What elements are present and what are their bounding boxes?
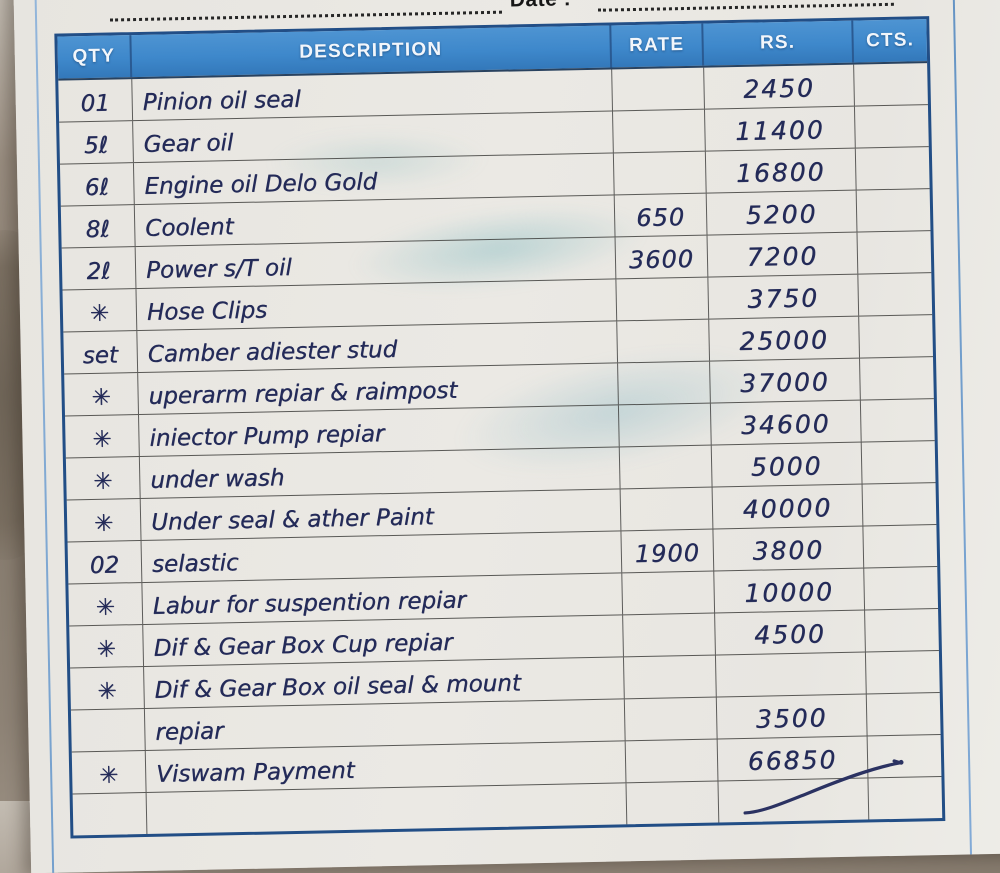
rate-cell [622, 571, 716, 615]
rate-cell [613, 109, 706, 153]
cts-cell [859, 315, 933, 357]
qty-cell: ✳ [64, 373, 139, 416]
qty-cell: 02 [67, 541, 143, 584]
qty-cell: 5ℓ [59, 121, 134, 164]
rate-cell [619, 445, 713, 489]
qty-cell: 6ℓ [59, 163, 135, 206]
rate-cell [623, 655, 717, 699]
rs-cell: 3500 [716, 694, 868, 739]
qty-cell: ✳ [68, 583, 144, 626]
rate-cell [626, 781, 720, 825]
cts-cell [855, 105, 929, 147]
cts-cell [863, 525, 937, 567]
cts-cell [862, 441, 936, 483]
cts-cell [865, 609, 939, 651]
rs-cell: 10000 [714, 568, 866, 613]
cts-cell [858, 273, 932, 315]
cts-cell [861, 399, 935, 441]
cts-header: CTS. [865, 29, 915, 52]
rate-cell [618, 361, 711, 405]
rs-cell: 34600 [710, 400, 862, 445]
cts-cell [867, 693, 941, 735]
qty-cell: ✳ [65, 415, 140, 458]
description-header: DESCRIPTION [131, 25, 613, 78]
right-margin-rule [951, 0, 972, 855]
rate-header: RATE [611, 23, 705, 68]
rate-cell: 3600 [615, 235, 709, 279]
date-label: Date : [510, 0, 572, 13]
rs-cell: 5200 [706, 190, 858, 235]
qty-cell [70, 708, 146, 752]
rate-cell [616, 277, 710, 321]
qty-cell: set [63, 331, 139, 374]
rs-cell: 7200 [707, 232, 859, 277]
rs-cell [715, 652, 867, 697]
cts-cell [866, 651, 940, 693]
rate-cell [612, 67, 705, 111]
rs-cell: 5000 [711, 442, 863, 487]
qty-cell: 01 [58, 79, 134, 122]
cts-cell [864, 567, 938, 609]
qty-cell [72, 792, 148, 836]
rate-cell [617, 319, 711, 363]
rs-cell: 4500 [715, 610, 866, 655]
rs-header: RS. [703, 20, 855, 66]
invoice-paper: Date : QTY DESCRIPTION RATE RS. CTS. 01 … [13, 0, 1000, 873]
rs-cell: 16800 [705, 148, 857, 193]
table-body: 01 Pinion oil seal 2450 5ℓ Gear oil 1140… [58, 63, 942, 836]
dotted-line-right [597, 0, 894, 12]
rate-cell: 1900 [621, 529, 715, 573]
qty-header: QTY [57, 35, 133, 79]
left-margin-rule [34, 0, 55, 873]
rs-cell: 11400 [704, 106, 856, 151]
invoice-table: QTY DESCRIPTION RATE RS. CTS. 01 Pinion … [54, 16, 946, 839]
rate-cell [613, 151, 707, 195]
cts-cell [856, 147, 930, 189]
cts-cell [857, 189, 931, 231]
rs-cell: 3750 [708, 274, 860, 319]
description-cell [146, 783, 628, 834]
rs-cell: 25000 [709, 316, 861, 361]
qty-cell: ✳ [71, 750, 147, 794]
qty-cell: 8ℓ [60, 205, 136, 248]
cts-cell [854, 63, 928, 105]
qty-cell: ✳ [62, 289, 138, 332]
rate-cell: 650 [614, 193, 708, 237]
rate-cell [624, 697, 718, 741]
cts-cell [863, 483, 937, 525]
rs-cell: 3800 [713, 526, 865, 571]
qty-cell: ✳ [69, 624, 145, 668]
qty-cell: 2ℓ [61, 247, 137, 290]
rate-cell [620, 487, 714, 531]
qty-cell: ✳ [65, 457, 141, 500]
signature-flourish [743, 759, 904, 815]
cts-cell [860, 357, 934, 399]
rs-cell: 37000 [710, 358, 861, 403]
rs-cell: 40000 [712, 484, 864, 529]
cts-cell [857, 231, 931, 273]
rate-cell [623, 613, 716, 657]
rate-cell [625, 739, 719, 783]
qty-cell: ✳ [66, 499, 142, 542]
rs-cell: 2450 [704, 64, 855, 109]
rate-cell [618, 403, 712, 447]
qty-cell: ✳ [70, 666, 145, 710]
dotted-line-left [109, 0, 503, 22]
